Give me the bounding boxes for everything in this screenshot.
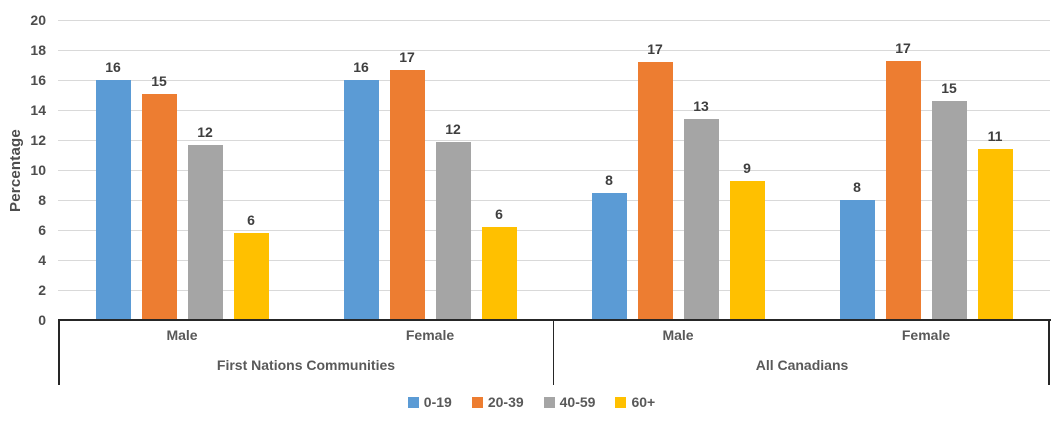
gridline bbox=[58, 170, 1050, 171]
category-labels-row: Male Female Male Female bbox=[58, 327, 1050, 343]
group-label: All Canadians bbox=[755, 357, 849, 373]
bar-data-label: 8 bbox=[605, 171, 613, 188]
legend-label: 20-39 bbox=[487, 394, 524, 410]
gridline bbox=[58, 260, 1050, 261]
y-tick-label: 0 bbox=[38, 312, 46, 328]
bars-layer: 16 15 12 6 16 17 12 6 8 17 13 9 8 17 15 11 bbox=[58, 20, 1050, 320]
y-tick-label: 18 bbox=[30, 42, 46, 58]
plot-area: 16 15 12 6 16 17 12 6 8 17 13 9 8 17 15 11 bbox=[58, 20, 1050, 320]
gridline bbox=[58, 200, 1050, 201]
y-tick-label: 14 bbox=[30, 102, 46, 118]
bar-data-label: 15 bbox=[941, 80, 957, 96]
group-label: First Nations Communities bbox=[216, 357, 396, 373]
legend-item-60+: 60+ bbox=[615, 394, 655, 410]
category-cell: 8 17 15 11 bbox=[802, 20, 1050, 320]
bar-data-label: 11 bbox=[987, 128, 1003, 144]
category-label: Female bbox=[901, 327, 951, 343]
legend-item-0-19: 0-19 bbox=[407, 394, 452, 410]
legend-swatch-icon bbox=[407, 396, 419, 408]
bar-60+: 6 bbox=[481, 206, 517, 320]
category-label: Female bbox=[405, 327, 455, 343]
gridline bbox=[58, 20, 1050, 21]
bar-40-59: 12 bbox=[435, 121, 471, 320]
bar-data-label: 17 bbox=[647, 41, 663, 57]
bar-0-19: 8 bbox=[591, 172, 627, 320]
legend-label: 60+ bbox=[631, 394, 656, 410]
legend: 0-19 20-39 40-59 60+ bbox=[0, 394, 1063, 410]
bar-data-label: 6 bbox=[247, 212, 255, 228]
gridline bbox=[58, 290, 1050, 291]
y-tick-label: 2 bbox=[38, 282, 46, 298]
axis-separator-left bbox=[58, 321, 60, 385]
bar-data-label: 8 bbox=[853, 179, 861, 195]
group-labels-row: First Nations Communities All Canadians bbox=[58, 357, 1050, 373]
bar-40-59: 12 bbox=[187, 124, 223, 320]
y-tick-label: 10 bbox=[30, 162, 46, 178]
bar-data-label: 13 bbox=[693, 98, 709, 114]
x-axis-line bbox=[58, 319, 1051, 321]
bar-data-label: 9 bbox=[743, 159, 751, 176]
gridline bbox=[58, 80, 1050, 81]
legend-item-40-59: 40-59 bbox=[543, 394, 596, 410]
category-label: Male bbox=[166, 327, 198, 343]
bar-20-39: 15 bbox=[141, 73, 177, 320]
bar-60+: 9 bbox=[729, 160, 765, 320]
gridline bbox=[58, 110, 1050, 111]
gridline bbox=[58, 230, 1050, 231]
category-cell: 16 17 12 6 bbox=[306, 20, 554, 320]
bar-60+: 6 bbox=[233, 212, 269, 320]
bar-data-label: 17 bbox=[399, 48, 415, 65]
category-label: Male bbox=[662, 327, 694, 343]
bar-40-59: 13 bbox=[683, 98, 719, 320]
bar-20-39: 17 bbox=[637, 41, 673, 320]
axis-separator-right bbox=[1048, 321, 1050, 385]
legend-label: 0-19 bbox=[423, 394, 452, 410]
legend-swatch-icon bbox=[615, 396, 627, 408]
bar-40-59: 15 bbox=[931, 80, 967, 320]
bar-60+: 11 bbox=[977, 128, 1013, 320]
bar-0-19: 8 bbox=[839, 179, 875, 320]
bar-20-39: 17 bbox=[885, 40, 921, 320]
y-axis-ticks: 0 2 4 6 8 10 12 14 16 18 20 bbox=[0, 12, 46, 328]
bar-data-label: 17 bbox=[895, 39, 911, 56]
bar-data-label: 6 bbox=[495, 206, 503, 222]
y-tick-label: 20 bbox=[30, 12, 46, 28]
bar-0-19: 16 bbox=[343, 59, 379, 320]
gridline bbox=[58, 50, 1050, 51]
gridline bbox=[58, 140, 1050, 141]
y-tick-label: 6 bbox=[38, 222, 46, 238]
category-cell: 8 17 13 9 bbox=[554, 20, 802, 320]
legend-swatch-icon bbox=[543, 396, 555, 408]
bar-data-label: 16 bbox=[353, 59, 369, 75]
bar-data-label: 16 bbox=[105, 59, 121, 75]
bar-data-label: 12 bbox=[197, 123, 213, 140]
bar-20-39: 17 bbox=[389, 49, 425, 320]
bar-data-label: 12 bbox=[445, 120, 461, 137]
y-tick-label: 12 bbox=[30, 132, 46, 148]
y-tick-label: 8 bbox=[38, 192, 46, 208]
legend-label: 40-59 bbox=[559, 394, 596, 410]
y-tick-label: 4 bbox=[38, 252, 46, 268]
axis-separator-middle bbox=[553, 321, 554, 385]
legend-item-20-39: 20-39 bbox=[471, 394, 524, 410]
category-axis: Male Female Male Female First Nations Commu… bbox=[58, 321, 1050, 385]
legend-swatch-icon bbox=[471, 396, 483, 408]
y-tick-label: 16 bbox=[30, 72, 46, 88]
bar-data-label: 15 bbox=[151, 72, 167, 89]
category-cell: 16 15 12 6 bbox=[58, 20, 306, 320]
bar-0-19: 16 bbox=[95, 59, 131, 320]
